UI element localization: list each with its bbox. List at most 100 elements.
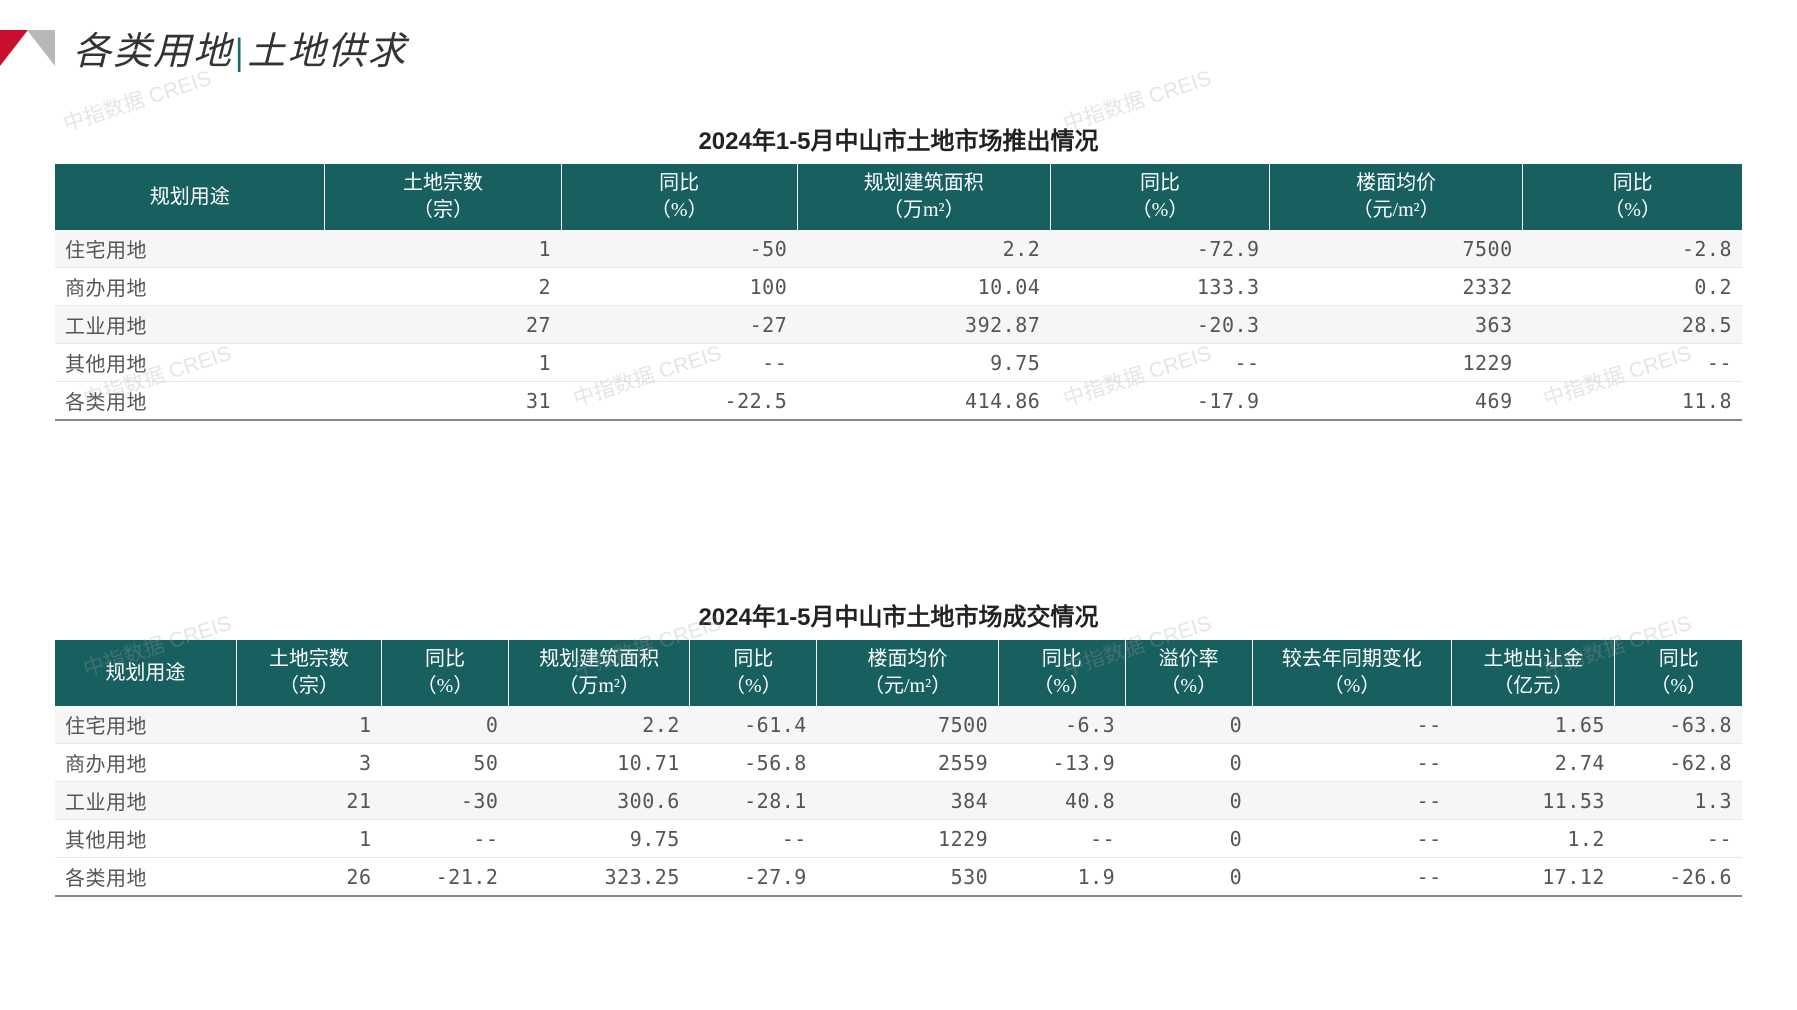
data-cell: -2.8 (1523, 230, 1742, 268)
data-cell: -72.9 (1050, 230, 1269, 268)
data-cell: 31 (325, 382, 561, 421)
col-header-line1: 同比 (1613, 172, 1653, 194)
table1: 规划用途土地宗数（宗）同比（%）规划建筑面积（万m²）同比（%）楼面均价（元/m… (55, 164, 1742, 421)
page-header: 各类用地|土地供求 (0, 0, 1797, 85)
data-cell: -63.8 (1615, 706, 1742, 744)
row-label-cell: 住宅用地 (55, 230, 325, 268)
data-cell: 26 (236, 858, 381, 897)
data-cell: 3 (236, 744, 381, 782)
data-cell: -56.8 (690, 744, 817, 782)
data-cell: -- (1252, 858, 1452, 897)
col-header-line2: （%） (1033, 675, 1090, 697)
data-cell: 1.3 (1615, 782, 1742, 820)
column-header: 规划建筑面积（万m²） (508, 640, 689, 706)
data-cell: 1 (325, 344, 561, 382)
table-row: 各类用地31-22.5414.86-17.946911.8 (55, 382, 1742, 421)
column-header: 楼面均价 （元/m²） (1270, 164, 1523, 230)
data-cell: 300.6 (508, 782, 689, 820)
row-label-cell: 各类用地 (55, 858, 236, 897)
row-label-cell: 工业用地 (55, 306, 325, 344)
column-header: 土地出让金（亿元） (1452, 640, 1615, 706)
row-label-cell: 其他用地 (55, 820, 236, 858)
table-row: 其他用地1--9.75--1229--0--1.2-- (55, 820, 1742, 858)
row-label-cell: 住宅用地 (55, 706, 236, 744)
data-cell: 469 (1270, 382, 1523, 421)
title-part1: 各类用地 (73, 31, 233, 73)
data-cell: 9.75 (797, 344, 1050, 382)
col-header-line1: 规划建筑面积 (539, 648, 659, 670)
data-cell: -21.2 (382, 858, 509, 897)
data-cell: 2 (325, 268, 561, 306)
col-header-line1: 楼面均价 (868, 648, 948, 670)
column-header: 楼面均价（元/m²） (817, 640, 998, 706)
column-header: 规划用途 (55, 164, 325, 230)
data-cell: 9.75 (508, 820, 689, 858)
col-header-line1: 同比 (733, 648, 773, 670)
data-cell: -- (382, 820, 509, 858)
data-cell: -26.6 (1615, 858, 1742, 897)
data-cell: 1 (325, 230, 561, 268)
data-cell: 1229 (817, 820, 998, 858)
col-header-line1: 楼面均价 (1356, 172, 1436, 194)
data-cell: -- (1252, 782, 1452, 820)
table1-header-row: 规划用途土地宗数（宗）同比（%）规划建筑面积（万m²）同比（%）楼面均价（元/m… (55, 164, 1742, 230)
data-cell: -22.5 (561, 382, 797, 421)
page-title: 各类用地|土地供求 (73, 20, 407, 75)
data-cell: -17.9 (1050, 382, 1269, 421)
data-cell: 0 (1125, 820, 1252, 858)
col-header-line1: 规划建筑面积 (864, 172, 984, 194)
data-cell: 2332 (1270, 268, 1523, 306)
col-header-line2: （%） (651, 199, 708, 221)
data-cell: -- (1523, 344, 1742, 382)
row-label-cell: 其他用地 (55, 344, 325, 382)
table-row: 商办用地35010.71-56.82559-13.90--2.74-62.8 (55, 744, 1742, 782)
data-cell: -50 (561, 230, 797, 268)
data-cell: 7500 (817, 706, 998, 744)
data-cell: -61.4 (690, 706, 817, 744)
table-row: 住宅用地1-502.2-72.97500-2.8 (55, 230, 1742, 268)
data-cell: 1 (236, 820, 381, 858)
data-cell: 1.2 (1452, 820, 1615, 858)
column-header: 规划用途 (55, 640, 236, 706)
data-cell: -- (1252, 820, 1452, 858)
data-cell: -28.1 (690, 782, 817, 820)
data-cell: 100 (561, 268, 797, 306)
title-separator: | (233, 31, 247, 73)
data-cell: -30 (382, 782, 509, 820)
row-label-cell: 商办用地 (55, 744, 236, 782)
data-cell: 133.3 (1050, 268, 1269, 306)
data-cell: 2.74 (1452, 744, 1615, 782)
data-cell: 414.86 (797, 382, 1050, 421)
col-header-line2: （元/m²） (1353, 199, 1440, 221)
data-cell: -- (1615, 820, 1742, 858)
data-cell: 363 (1270, 306, 1523, 344)
col-header-line2: （%） (1160, 675, 1217, 697)
col-header-line2: （万m²） (883, 199, 965, 221)
col-header-line2: （%） (1132, 199, 1189, 221)
data-cell: 0 (1125, 858, 1252, 897)
data-cell: 10.04 (797, 268, 1050, 306)
col-header-line2: （宗） (279, 675, 339, 697)
table-row: 其他用地1--9.75--1229-- (55, 344, 1742, 382)
table-row: 工业用地27-27392.87-20.336328.5 (55, 306, 1742, 344)
data-cell: 0 (1125, 706, 1252, 744)
table-row: 商办用地210010.04133.323320.2 (55, 268, 1742, 306)
data-cell: 50 (382, 744, 509, 782)
col-header-line1: 溢价率 (1159, 648, 1219, 670)
table2-title: 2024年1-5月中山市土地市场成交情况 (55, 597, 1742, 632)
data-cell: 28.5 (1523, 306, 1742, 344)
data-cell: -6.3 (998, 706, 1125, 744)
data-cell: 1.9 (998, 858, 1125, 897)
col-header-line1: 较去年同期变化 (1282, 648, 1422, 670)
col-header-line2: （%） (1324, 675, 1381, 697)
data-cell: 384 (817, 782, 998, 820)
data-cell: 2.2 (508, 706, 689, 744)
column-header: 同比（%） (998, 640, 1125, 706)
data-cell: 10.71 (508, 744, 689, 782)
data-cell: -- (1050, 344, 1269, 382)
data-cell: 2.2 (797, 230, 1050, 268)
data-cell: 0 (382, 706, 509, 744)
data-cell: -- (561, 344, 797, 382)
data-cell: -- (690, 820, 817, 858)
data-cell: -20.3 (1050, 306, 1269, 344)
